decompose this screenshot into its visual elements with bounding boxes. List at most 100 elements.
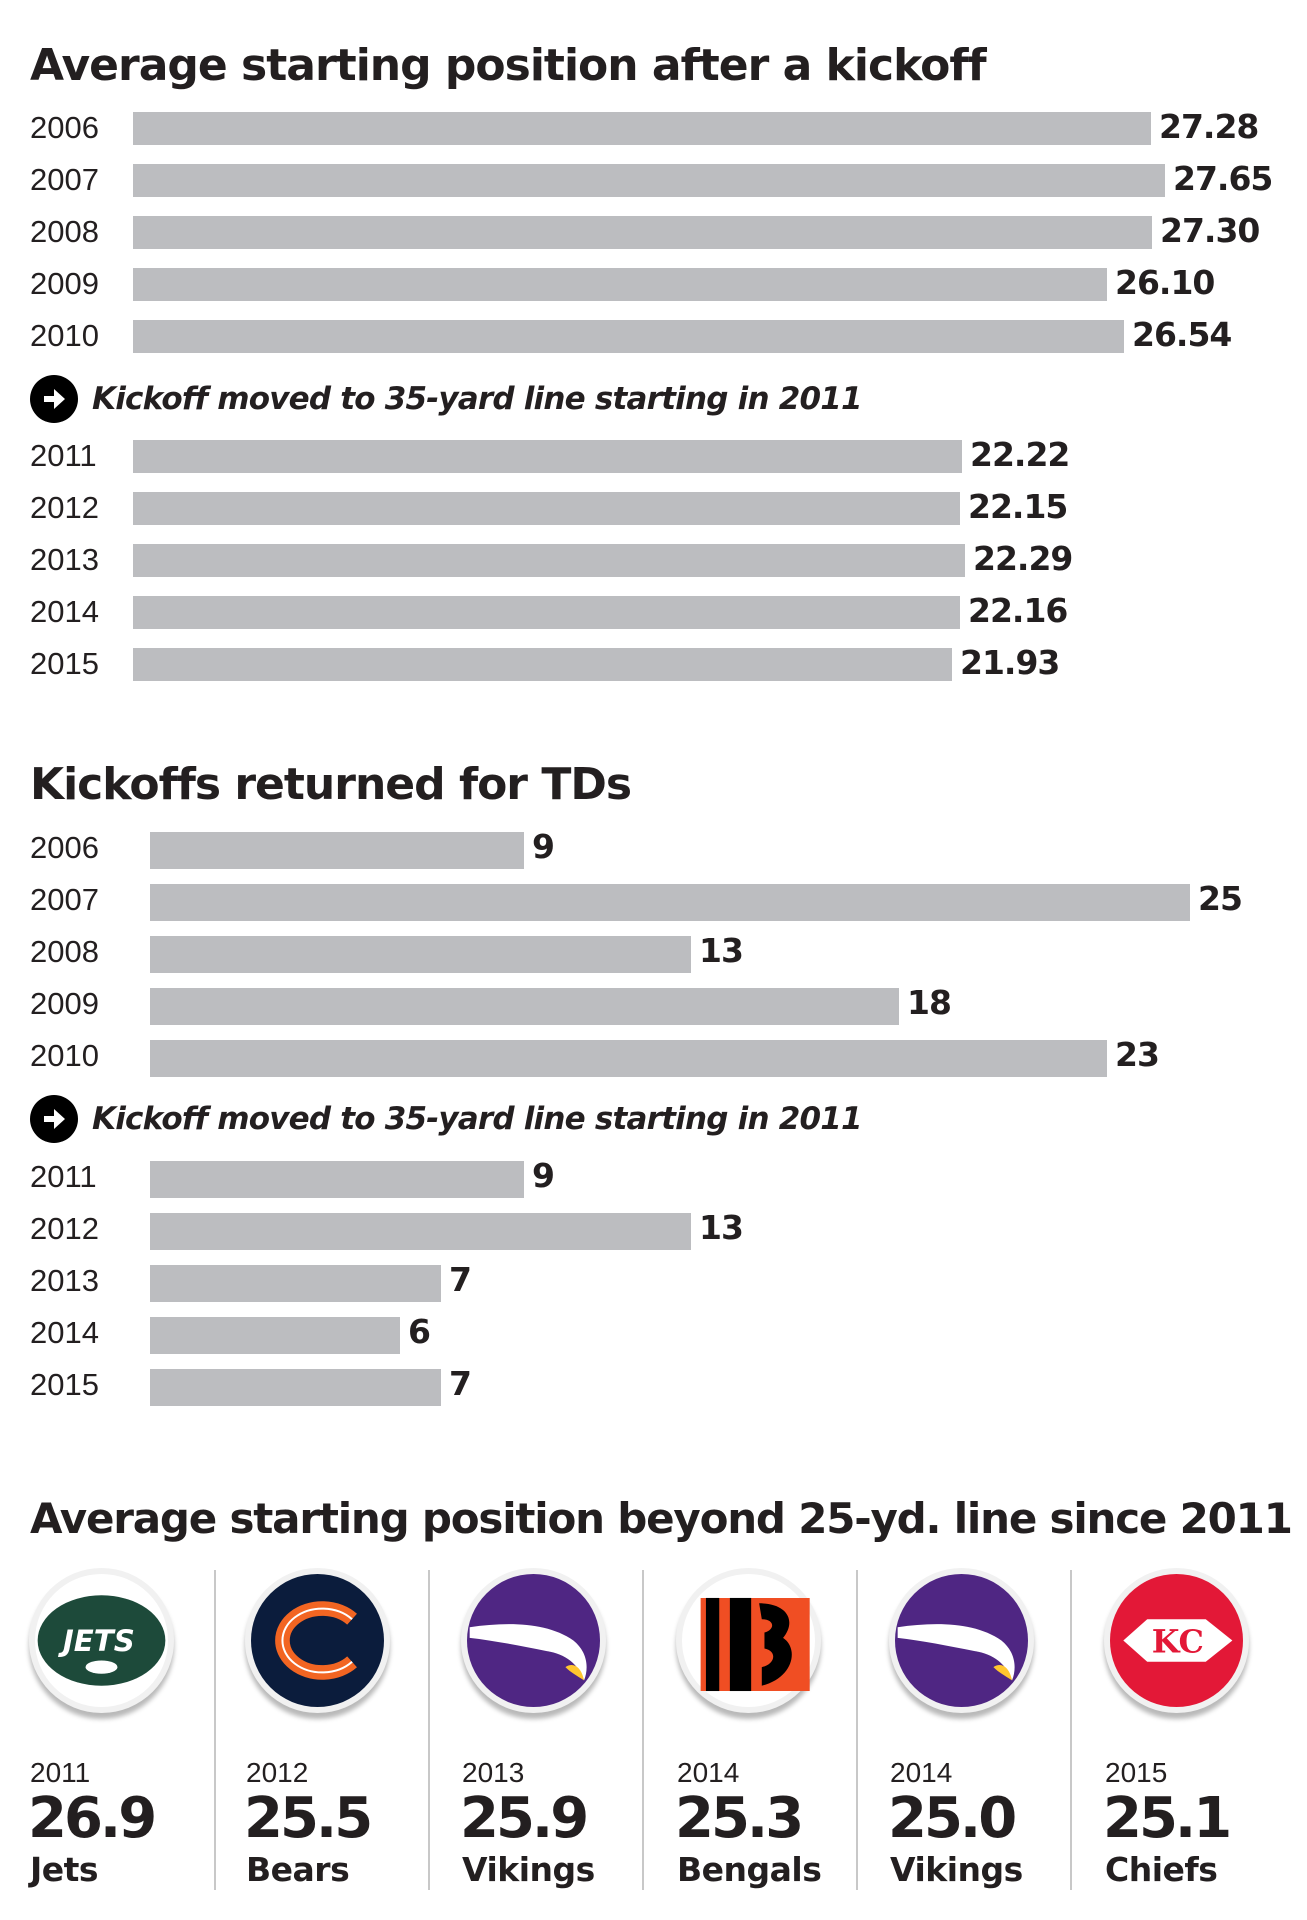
bar [150, 1369, 441, 1406]
team-name: Vikings [890, 1850, 1023, 1889]
bar [133, 492, 960, 525]
year-label: 2012 [30, 1211, 99, 1246]
value-label: 27.65 [1173, 159, 1273, 198]
value-label: 13 [699, 931, 744, 970]
bar [150, 988, 899, 1025]
team-value: 25.9 [460, 1786, 589, 1851]
team-card: 2012 25.5 Bears [242, 1565, 456, 1895]
year-label: 2009 [30, 986, 99, 1021]
team-card: 2014 25.3 Bengals [673, 1565, 887, 1895]
team-card: 2014 25.0 Vikings [886, 1565, 1100, 1895]
value-label: 9 [532, 1156, 555, 1195]
teams-section-title: Average starting position beyond 25-yd. … [30, 1494, 1293, 1543]
value-label: 26.10 [1115, 263, 1215, 302]
year-label: 2009 [30, 266, 99, 301]
year-label: 2015 [30, 646, 99, 681]
value-label: 9 [532, 827, 555, 866]
teams-row: JETS 2011 26.9 Jets 2012 25.5 Bears [0, 1565, 1307, 1895]
arrow-right-icon [30, 1095, 78, 1143]
arrow-right-icon [30, 375, 78, 423]
year-label: 2012 [30, 490, 99, 525]
bar [133, 320, 1124, 353]
bar [133, 544, 965, 577]
bar [150, 1040, 1107, 1077]
team-value: 26.9 [28, 1786, 157, 1851]
year-label: 2007 [30, 162, 99, 197]
team-name: Bengals [677, 1850, 822, 1889]
team-value: 25.0 [888, 1786, 1017, 1851]
annotation: Kickoff moved to 35-yard line starting i… [30, 1093, 863, 1145]
year-label: 2008 [30, 934, 99, 969]
year-label: 2013 [30, 1263, 99, 1298]
value-label: 22.29 [973, 539, 1073, 578]
value-label: 23 [1115, 1035, 1160, 1074]
year-label: 2014 [30, 594, 99, 629]
vikings-logo [461, 1568, 606, 1713]
value-label: 22.15 [968, 487, 1068, 526]
bar [150, 1161, 524, 1198]
value-label: 7 [449, 1260, 472, 1299]
bar [133, 596, 960, 629]
year-label: 2006 [30, 110, 99, 145]
year-label: 2010 [30, 1038, 99, 1073]
year-label: 2011 [30, 438, 97, 473]
year-label: 2008 [30, 214, 99, 249]
team-name: Jets [30, 1850, 99, 1889]
year-label: 2011 [30, 1159, 97, 1194]
value-label: 18 [907, 983, 952, 1022]
annotation-text: Kickoff moved to 35-yard line starting i… [92, 381, 863, 417]
team-card: KC 2015 25.1 Chiefs [1101, 1565, 1307, 1895]
jets-logo-text: JETS [58, 1624, 135, 1658]
divider [428, 1570, 430, 1890]
chiefs-logo-text: KC [1152, 1622, 1204, 1660]
annotation: Kickoff moved to 35-yard line starting i… [30, 373, 863, 425]
team-year: 2011 [30, 1757, 91, 1788]
bar [133, 216, 1152, 249]
chart-title-start-position: Average starting position after a kickof… [30, 40, 987, 91]
value-label: 13 [699, 1208, 744, 1247]
team-value: 25.1 [1103, 1786, 1232, 1851]
team-name: Bears [246, 1850, 350, 1889]
bar [133, 440, 962, 473]
chiefs-logo: KC [1104, 1568, 1249, 1713]
value-label: 27.28 [1159, 107, 1259, 146]
year-label: 2007 [30, 882, 99, 917]
bar [150, 1213, 691, 1250]
team-year: 2013 [462, 1757, 525, 1788]
team-year: 2014 [677, 1757, 740, 1788]
divider [856, 1570, 858, 1890]
bears-logo [245, 1568, 390, 1713]
annotation-text: Kickoff moved to 35-yard line starting i… [92, 1101, 863, 1137]
value-label: 21.93 [960, 643, 1060, 682]
divider [642, 1570, 644, 1890]
bar [150, 884, 1190, 921]
bar [150, 1265, 441, 1302]
bar [150, 936, 691, 973]
chart-title-kickoff-tds: Kickoffs returned for TDs [30, 759, 632, 810]
team-value: 25.3 [675, 1786, 804, 1851]
team-name: Vikings [462, 1850, 595, 1889]
value-label: 7 [449, 1364, 472, 1403]
value-label: 22.16 [968, 591, 1068, 630]
team-year: 2014 [890, 1757, 953, 1788]
year-label: 2006 [30, 830, 99, 865]
value-label: 22.22 [970, 435, 1070, 474]
team-year: 2012 [246, 1757, 309, 1788]
divider [1070, 1570, 1072, 1890]
bar [150, 832, 524, 869]
year-label: 2010 [30, 318, 99, 353]
year-label: 2015 [30, 1367, 99, 1402]
value-label: 25 [1198, 879, 1243, 918]
bar [133, 268, 1107, 301]
year-label: 2013 [30, 542, 99, 577]
bar [133, 112, 1151, 145]
team-year: 2015 [1105, 1757, 1168, 1788]
vikings-logo [889, 1568, 1034, 1713]
team-card: JETS 2011 26.9 Jets [26, 1565, 240, 1895]
value-label: 27.30 [1160, 211, 1260, 250]
bengals-logo [676, 1568, 821, 1713]
team-name: Chiefs [1105, 1850, 1218, 1889]
bar [150, 1317, 400, 1354]
bar [133, 648, 952, 681]
value-label: 26.54 [1132, 315, 1232, 354]
